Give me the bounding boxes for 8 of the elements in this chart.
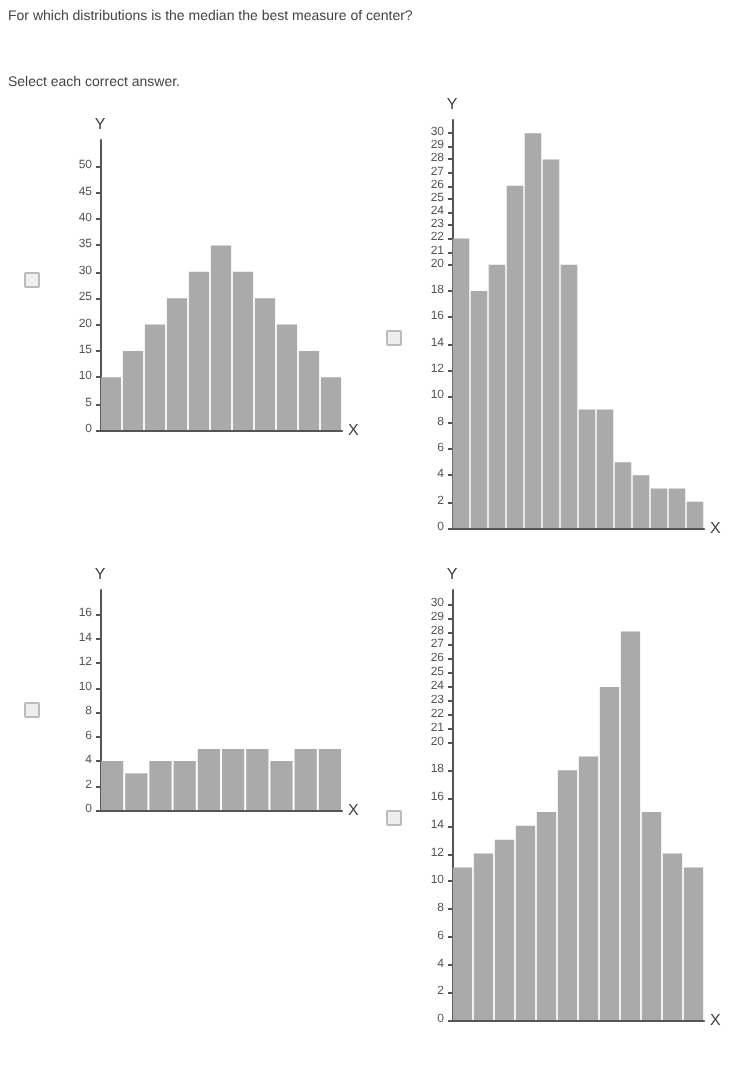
y-axis-title: Y <box>446 95 459 113</box>
y-axis-title: Y <box>94 115 107 133</box>
y-axis-title: Y <box>94 565 107 583</box>
x-axis-title: X <box>348 801 360 819</box>
x-axis-title: X <box>710 519 722 537</box>
x-axis-title: X <box>348 421 360 439</box>
x-axis-title: X <box>710 1011 722 1029</box>
y-axis-title: Y <box>446 565 459 583</box>
